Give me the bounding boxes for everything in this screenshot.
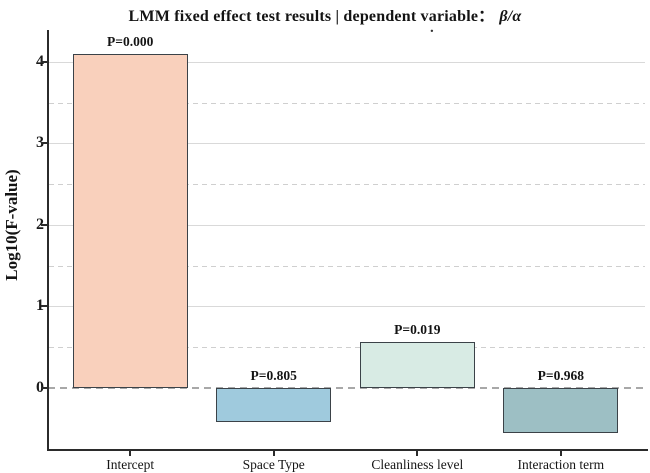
bar-space-type [216,387,332,423]
x-axis-line [47,449,648,451]
chart-title-variable: β/α [499,8,522,25]
gridline-dashed-1.5 [49,265,645,267]
y-axis-line [47,30,49,451]
chart-title-text: LMM fixed effect test results | dependen… [128,8,495,25]
p-value-label-intercept: P=0.000 [107,33,154,49]
gridline-solid-3 [49,143,645,145]
gridline-solid-1 [49,306,645,308]
y-tick-label-0: 0 [36,378,44,396]
x-tick-mark-cleanliness-level [416,449,419,456]
x-category-label-space-type: Space Type [242,457,305,472]
gridline-dashed-0.5 [49,347,645,349]
x-category-label-intercept: Intercept [106,457,155,472]
y-tick-mark-1 [41,305,48,308]
p-value-label-interaction-term: P=0.968 [537,367,584,383]
x-tick-mark-space-type [272,449,275,456]
y-tick-mark-4 [41,60,48,63]
chart-title: LMM fixed effect test results | dependen… [0,2,650,26]
gridline-dashed-2.5 [49,184,645,186]
x-category-label-interaction-term: Interaction term [517,457,605,472]
bar-cleanliness-level [359,342,475,388]
gridline-dashed-3.5 [49,102,645,104]
x-tick-mark-intercept [129,449,132,456]
y-tick-label-3: 3 [36,134,44,152]
zero-baseline [48,386,646,389]
y-tick-mark-2 [41,223,48,226]
y-tick-label-1: 1 [36,297,44,315]
y-tick-mark-0 [41,386,48,389]
x-category-label-cleanliness-level: Cleanliness level [371,457,464,472]
y-tick-label-2: 2 [36,215,44,233]
bar-intercept [72,53,188,388]
stray-dot-mark: . [430,20,434,36]
p-value-label-space-type: P=0.805 [250,367,297,383]
gridline-solid-2 [49,224,645,226]
y-tick-mark-3 [41,142,48,145]
x-tick-mark-interaction-term [559,449,562,456]
gridline-solid-4 [49,61,645,63]
p-value-label-cleanliness-level: P=0.019 [394,322,441,338]
y-tick-label-4: 4 [36,52,44,70]
bar-interaction-term [503,387,619,434]
